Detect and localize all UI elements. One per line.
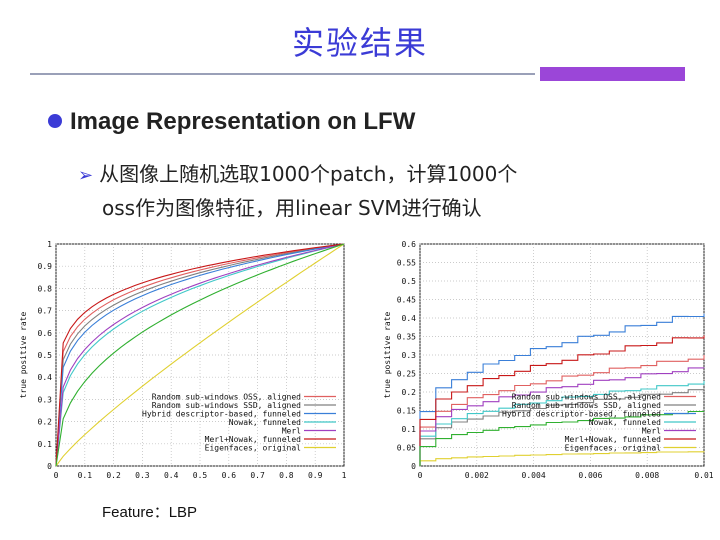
slide-title: 实验结果: [291, 24, 428, 62]
legend-label: Eigenfaces, original: [565, 444, 662, 453]
y-tick-label: 0.4: [402, 314, 417, 323]
bullet-level2: ➢ 从图像上随机选取1000个patch，计算1000个 oss作为图像特征，用l…: [78, 158, 517, 224]
legend-label: Eigenfaces, original: [205, 444, 302, 453]
legend-label: Hybrid descriptor-based, funneled: [142, 410, 301, 419]
bullet-level2-line2: oss作为图像特征，用linear SVM进行确认: [102, 196, 482, 220]
x-tick-label: 0.004: [522, 471, 546, 480]
y-tick-label: 0.5: [38, 351, 53, 360]
y-tick-label: 0.3: [38, 395, 53, 404]
x-tick-label: 0.9: [308, 471, 323, 480]
series-line: [55, 243, 345, 467]
x-tick-label: 0.1: [78, 471, 93, 480]
series-line: [419, 313, 705, 466]
y-tick-label: 0.45: [397, 296, 416, 305]
legend-label: Nowak, funneled: [589, 418, 661, 427]
y-tick-label: 0: [47, 462, 52, 471]
y-tick-label: 0.2: [402, 388, 417, 397]
x-tick-label: 0.008: [635, 471, 659, 480]
y-tick-label: 0.2: [38, 418, 53, 427]
y-tick-label: 0.9: [38, 262, 53, 271]
y-tick-label: 1: [47, 240, 52, 249]
x-tick-label: 1: [342, 471, 347, 480]
series-line: [419, 355, 705, 466]
x-tick-label: 0.002: [465, 471, 489, 480]
x-tick-label: 0.2: [106, 471, 121, 480]
x-tick-label: 0.3: [135, 471, 150, 480]
legend-label: Merl+Nowak, funneled: [205, 435, 302, 444]
y-tick-label: 0.6: [402, 240, 417, 249]
bullet-dot-icon: [48, 113, 62, 128]
series-line: [419, 335, 705, 466]
bullet-level1: Image Representation on LFW: [48, 108, 415, 136]
series-line: [55, 243, 345, 467]
legend-label: Random sub-windows SSD, aligned: [152, 401, 301, 410]
series-line: [55, 243, 345, 467]
x-tick-label: 0: [54, 471, 59, 480]
series-line: [55, 243, 345, 467]
series-line: [55, 243, 345, 467]
legend-label: Merl: [282, 427, 301, 436]
y-tick-label: 0.15: [397, 407, 416, 416]
title-divider: [30, 73, 535, 75]
y-axis-label: true positive rate: [19, 311, 28, 398]
x-tick-label: 0.4: [164, 471, 179, 480]
y-tick-label: 0.55: [397, 259, 416, 268]
legend-label: Merl+Nowak, funneled: [565, 435, 662, 444]
legend-label: Merl: [642, 427, 661, 436]
y-tick-label: 0: [411, 462, 416, 471]
series-line: [419, 451, 705, 466]
y-tick-label: 0.5: [402, 277, 417, 286]
legend-label: Random sub-windows SSD, aligned: [512, 401, 661, 410]
y-tick-label: 0.25: [397, 370, 416, 379]
legend-label: Random sub-windows OSS, aligned: [152, 393, 301, 402]
series-line: [55, 243, 345, 467]
y-axis-label: true positive rate: [383, 311, 392, 398]
legend-label: Random sub-windows OSS, aligned: [512, 393, 661, 402]
y-tick-label: 0.4: [38, 373, 53, 382]
y-tick-label: 0.05: [397, 444, 416, 453]
legend-label: Hybrid descriptor-based, funneled: [502, 410, 661, 419]
y-tick-label: 0.6: [38, 329, 53, 338]
x-tick-label: 0.8: [279, 471, 294, 480]
series-line: [55, 243, 345, 467]
series-line: [419, 389, 705, 466]
x-tick-label: 0.01: [694, 471, 713, 480]
roc-chart-full: 0 0.1 0.2 0.3 0.4 0.5 0.6 0.7 0.8 0.9 1 0 0.1 0.2 0.3 0…: [19, 240, 347, 480]
bullet-level1-text: Image Representation on LFW: [70, 108, 416, 135]
legend-label: Nowak, funneled: [229, 418, 301, 427]
series-line: [419, 367, 705, 466]
series-line: [419, 410, 705, 466]
bullet-level2-line1: 从图像上随机选取1000个patch，计算1000个: [99, 162, 518, 186]
x-tick-label: 0.006: [578, 471, 602, 480]
x-tick-label: 0: [418, 471, 423, 480]
y-tick-label: 0.3: [402, 351, 417, 360]
y-tick-label: 0.8: [38, 284, 53, 293]
x-tick-label: 0.5: [193, 471, 208, 480]
arrow-bullet-icon: ➢: [78, 165, 94, 186]
x-tick-label: 0.7: [250, 471, 265, 480]
y-tick-label: 0.1: [38, 440, 53, 449]
feature-caption: Feature：LBP: [102, 504, 198, 521]
series-line: [55, 243, 345, 467]
series-line: [419, 380, 705, 466]
y-tick-label: 0.35: [397, 333, 416, 342]
y-tick-label: 0.1: [402, 425, 417, 434]
roc-chart-zoomed: 0 0.002 0.004 0.006 0.008 0.01 0 0.05 0.1 0.15 0.2…: [383, 240, 714, 480]
x-tick-label: 0.6: [222, 471, 237, 480]
y-tick-label: 0.7: [38, 307, 53, 316]
title-accent-bar: [540, 67, 685, 81]
